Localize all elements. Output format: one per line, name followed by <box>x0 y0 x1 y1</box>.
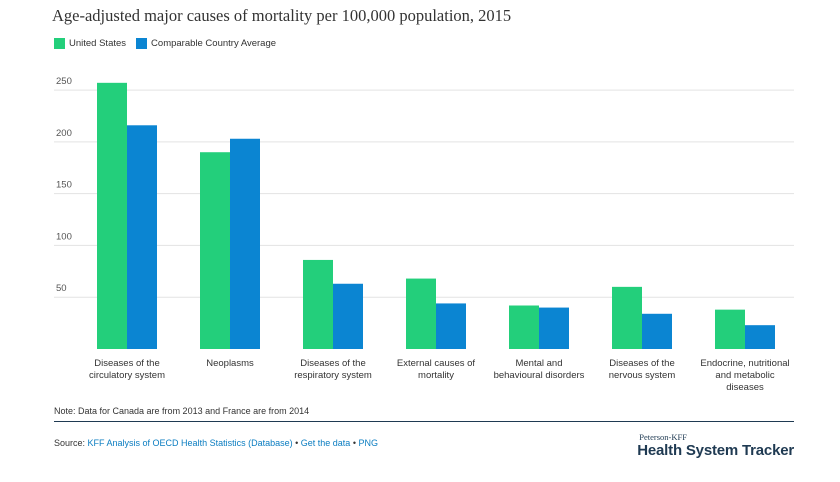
chart-note: Note: Data for Canada are from 2013 and … <box>54 406 310 416</box>
legend-label-avg: Comparable Country Average <box>151 38 277 49</box>
y-tick-label: 150 <box>56 180 72 191</box>
category-label: Mental and behavioural disorders <box>494 358 585 381</box>
chart-title: Age-adjusted major causes of mortality p… <box>52 6 512 25</box>
chart-legend: United States Comparable Country Average <box>54 38 286 49</box>
category-label: Diseases of the respiratory system <box>294 358 372 381</box>
bar-us-5[interactable] <box>612 286 642 349</box>
png-link[interactable]: PNG <box>358 438 378 448</box>
y-tick-label: 250 <box>56 76 72 87</box>
y-tick-label: 50 <box>56 283 67 294</box>
category-label: Diseases of the nervous system <box>609 358 676 381</box>
legend-item-avg[interactable]: Comparable Country Average <box>136 38 276 49</box>
y-tick-label: 100 <box>56 231 72 242</box>
bar-chart: 50 100 150 200 250 Diseases of the circulatory… <box>54 76 794 393</box>
bar-avg-0[interactable] <box>127 125 157 350</box>
bar-avg-4[interactable] <box>539 307 569 349</box>
bar-us-4[interactable] <box>509 305 539 350</box>
bar-avg-5[interactable] <box>642 313 672 349</box>
get-the-data-link[interactable]: Get the data <box>300 438 351 448</box>
bar-us-3[interactable] <box>406 278 436 349</box>
legend-label-us: United States <box>69 38 127 49</box>
bar-us-6[interactable] <box>715 309 745 349</box>
brand-small-text: Peterson-KFF <box>639 432 687 442</box>
source-line: Source: KFF Analysis of OECD Health Stat… <box>54 438 378 448</box>
bar-us-1[interactable] <box>200 152 230 349</box>
category-label: Endocrine, nutritional and metabolic disea… <box>700 358 789 393</box>
bar-us-2[interactable] <box>303 259 333 349</box>
brand-big-text: Health System Tracker <box>637 442 794 459</box>
source-analysis-link[interactable]: KFF Analysis of OECD Health Statistics (… <box>87 438 293 448</box>
category-label: Diseases of the circulatory system <box>89 358 165 381</box>
legend-swatch-us <box>54 38 65 49</box>
category-label: External causes of mortality <box>397 358 476 381</box>
footer-divider <box>54 421 794 422</box>
brand-logo[interactable]: Peterson-KFF Health System Tracker <box>637 432 794 459</box>
bar-avg-2[interactable] <box>333 283 363 349</box>
bar-avg-1[interactable] <box>230 138 260 349</box>
category-label: Neoplasms <box>206 358 254 369</box>
bar-avg-6[interactable] <box>745 325 775 349</box>
legend-item-us[interactable]: United States <box>54 38 126 49</box>
source-separator-2: • <box>350 438 359 448</box>
y-tick-label: 200 <box>56 128 72 139</box>
source-separator-1: • <box>292 438 301 448</box>
source-prefix: Source: <box>54 438 88 448</box>
bar-us-0[interactable] <box>97 82 127 350</box>
legend-swatch-avg <box>136 38 148 49</box>
bar-avg-3[interactable] <box>436 303 466 349</box>
